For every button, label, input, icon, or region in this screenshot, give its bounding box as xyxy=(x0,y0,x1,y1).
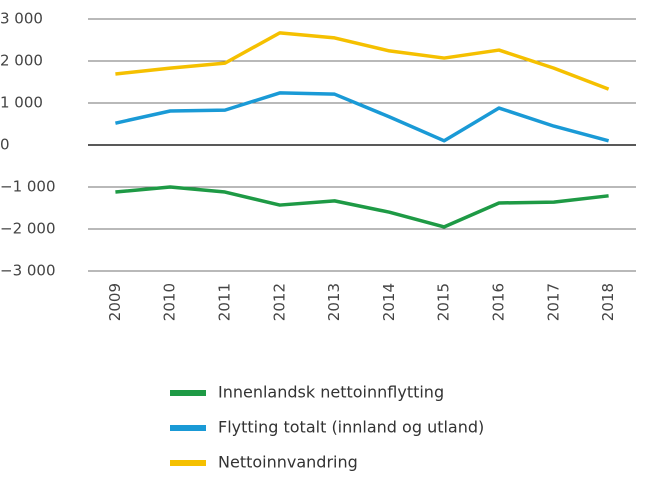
x-tick-label: 2017 xyxy=(544,283,562,321)
legend-label: Innenlandsk nettoinnflytting xyxy=(218,383,444,402)
y-tick-label: 0 xyxy=(0,136,10,154)
x-tick-label: 2010 xyxy=(161,283,179,321)
y-tick-label: −2 000 xyxy=(0,220,56,238)
legend-swatch xyxy=(170,425,206,431)
legend-swatch xyxy=(170,460,206,466)
line xyxy=(115,31,610,91)
x-tick-label: 2011 xyxy=(216,283,234,321)
x-tick-label: 2013 xyxy=(325,283,343,321)
y-tick-label: −1 000 xyxy=(0,178,56,196)
y-tick-label: −3 000 xyxy=(0,262,56,280)
x-tick-label: 2016 xyxy=(490,283,508,321)
legend-label: Flytting totalt (innland og utland) xyxy=(218,418,484,437)
x-tick-label: 2015 xyxy=(435,283,453,321)
line xyxy=(115,91,610,143)
line xyxy=(115,185,609,229)
legend-swatch xyxy=(170,390,206,396)
legend-label: Nettoinnvandring xyxy=(218,453,358,472)
x-tick-label: 2009 xyxy=(106,283,124,321)
x-tick-label: 2014 xyxy=(380,283,398,321)
y-tick-label: 1 000 xyxy=(0,94,43,112)
x-tick-label: 2012 xyxy=(270,283,288,321)
y-tick-label: 3 000 xyxy=(0,10,43,28)
x-tick-label: 2018 xyxy=(599,283,617,321)
y-tick-label: 2 000 xyxy=(0,52,43,70)
